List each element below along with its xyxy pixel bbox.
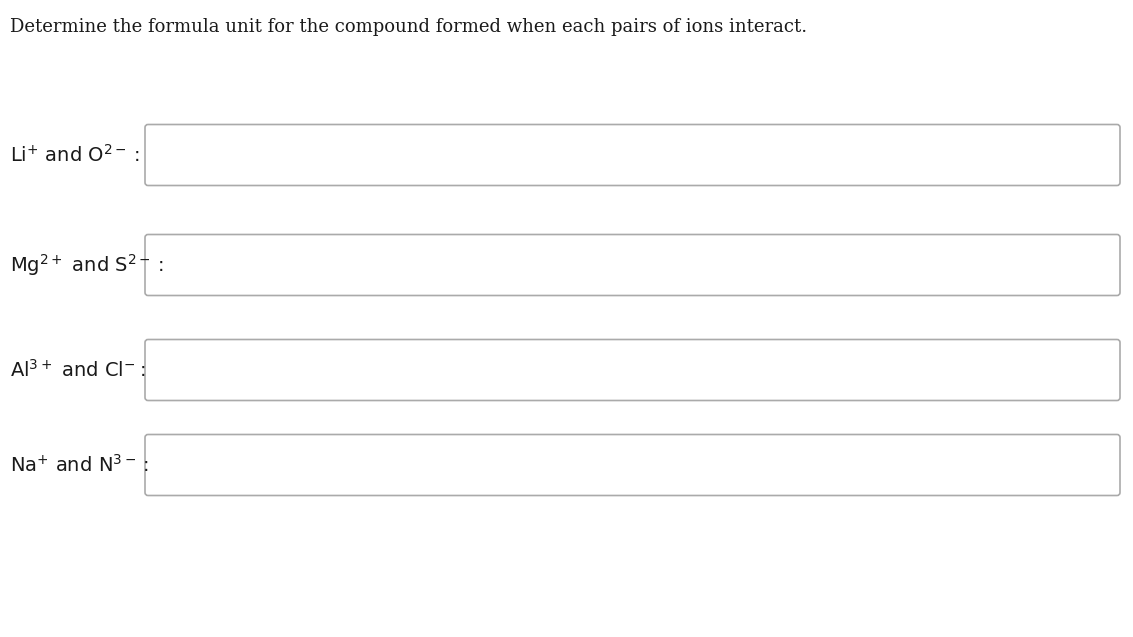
Text: $\mathrm{Li^{+}}\mathrm{\ and\ O^{2-}}:$: $\mathrm{Li^{+}}\mathrm{\ and\ O^{2-}}:$ (10, 144, 139, 166)
Text: Determine the formula unit for the compound formed when each pairs of ions inter: Determine the formula unit for the compo… (10, 18, 807, 36)
Text: $\mathrm{Mg^{2+}}\mathrm{\ and\ S^{2-}}:$: $\mathrm{Mg^{2+}}\mathrm{\ and\ S^{2-}}:… (10, 252, 163, 278)
FancyBboxPatch shape (145, 124, 1121, 185)
FancyBboxPatch shape (145, 434, 1121, 496)
Text: $\mathrm{Na^{+}}\mathrm{\ and\ N^{3-}}:$: $\mathrm{Na^{+}}\mathrm{\ and\ N^{3-}}:$ (10, 454, 148, 476)
FancyBboxPatch shape (145, 234, 1121, 296)
FancyBboxPatch shape (145, 340, 1121, 401)
Text: $\mathrm{Al^{3+}}\mathrm{\ and\ Cl^{-}}:$: $\mathrm{Al^{3+}}\mathrm{\ and\ Cl^{-}}:… (10, 359, 145, 381)
